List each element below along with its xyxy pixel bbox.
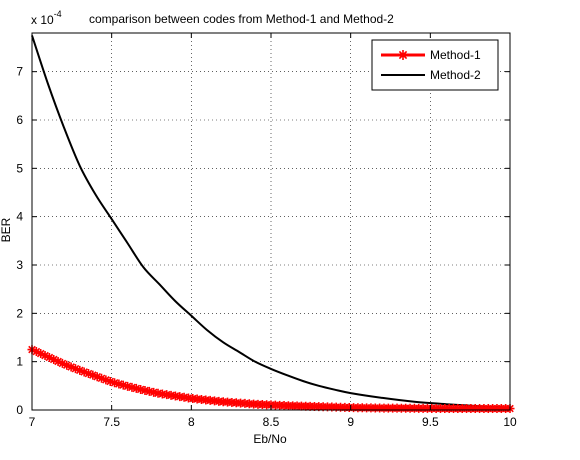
x-tick-label: 9.5 <box>422 415 439 429</box>
y-axis-label: BER <box>0 217 13 242</box>
data-point-method-1 <box>144 386 154 396</box>
legend-label-method-2: Method-2 <box>430 68 481 82</box>
data-point-method-1 <box>36 349 46 359</box>
grid <box>32 33 510 410</box>
x-tick-label: 8 <box>188 415 195 429</box>
data-point-method-1 <box>123 381 133 391</box>
data-point-method-1 <box>131 383 141 393</box>
data-point-method-1 <box>83 369 93 379</box>
legend-box <box>371 39 499 91</box>
data-point-method-1 <box>136 384 146 394</box>
legend-label-method-1: Method-1 <box>430 48 481 62</box>
x-tick-label: 8.5 <box>263 415 280 429</box>
y-tick-label: 6 <box>16 113 23 127</box>
data-point-method-1 <box>88 370 98 380</box>
data-point-method-1 <box>105 376 115 386</box>
data-point-method-1 <box>127 382 137 392</box>
data-point-method-1 <box>62 360 72 370</box>
data-point-method-1 <box>75 365 85 375</box>
x-tick-label: 7.5 <box>103 415 120 429</box>
y-tick-label: 0 <box>16 403 23 417</box>
data-point-method-1 <box>118 380 128 390</box>
x-tick-label: 9 <box>347 415 354 429</box>
x-tick-label: 7 <box>29 415 36 429</box>
y-tick-label: 5 <box>16 161 23 175</box>
y-multiplier: x 10-4 <box>31 9 62 27</box>
data-point-method-1 <box>53 356 63 366</box>
data-point-method-1 <box>114 379 124 389</box>
y-multiplier-exponent: -4 <box>54 9 62 19</box>
legend: Method-1 Method-2 <box>371 39 499 91</box>
x-tick-label: 10 <box>503 415 517 429</box>
y-multiplier-base: x 10 <box>31 13 54 27</box>
data-point-method-1 <box>57 358 67 368</box>
data-point-method-1 <box>40 351 50 361</box>
data-point-method-1 <box>31 347 41 357</box>
legend-marker-glyph <box>398 50 408 60</box>
data-point-method-1 <box>97 373 107 383</box>
y-tick-label: 4 <box>16 210 23 224</box>
y-tick-label: 2 <box>16 306 23 320</box>
series-layer <box>27 35 515 414</box>
data-point-method-1 <box>101 375 111 385</box>
y-tick-label: 7 <box>16 65 23 79</box>
series-line-method-2 <box>31 35 511 409</box>
x-axis-label: Eb/No <box>253 432 287 446</box>
chart-title: comparison between codes from Method-1 a… <box>89 12 394 26</box>
data-point-method-1 <box>44 352 54 362</box>
axis-ticks: 7 7.5 8 8.5 9 9.5 10 0 1 2 3 4 5 6 7 <box>16 33 517 429</box>
data-point-method-1 <box>110 378 120 388</box>
data-point-method-1 <box>149 387 159 397</box>
data-point-method-1 <box>92 372 102 382</box>
data-point-method-1 <box>49 354 59 364</box>
data-point-method-1 <box>66 362 76 372</box>
legend-marker-method-1 <box>398 50 408 60</box>
data-point-method-1 <box>70 364 80 374</box>
y-tick-label: 3 <box>16 258 23 272</box>
y-tick-label: 1 <box>16 355 23 369</box>
data-point-method-1 <box>140 385 150 395</box>
data-point-method-1 <box>79 367 89 377</box>
